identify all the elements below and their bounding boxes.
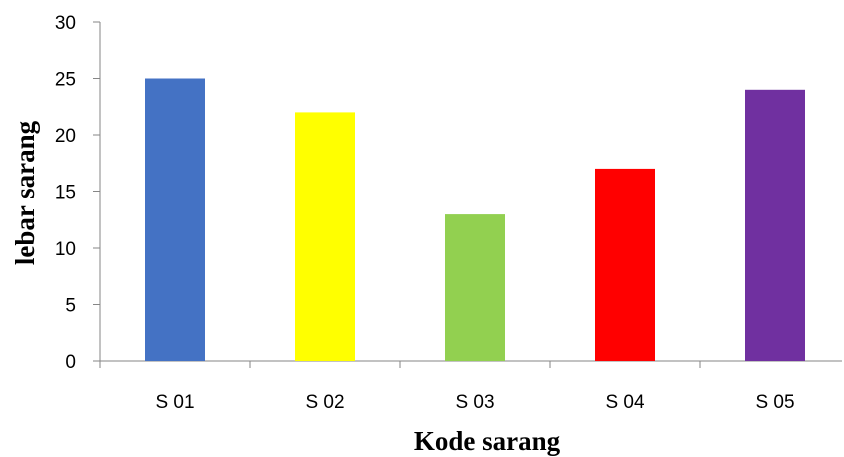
y-tick-label: 10 xyxy=(55,239,76,260)
y-tick-label: 25 xyxy=(55,70,76,91)
bar-s-05 xyxy=(745,89,805,362)
x-tick-label: S 05 xyxy=(755,392,794,413)
y-axis: 0 5 10 15 20 25 30 xyxy=(55,13,101,373)
x-tick-label: S 03 xyxy=(455,392,494,413)
y-tick-label: 30 xyxy=(55,13,76,34)
bar-s-03 xyxy=(445,214,505,361)
x-axis-title: Kode sarang xyxy=(414,426,561,456)
y-tick-label: 15 xyxy=(55,183,76,204)
y-tick-label: 5 xyxy=(65,296,76,317)
x-axis: S 01 S 02 S 03 S 04 S 05 xyxy=(99,360,842,413)
x-tick-label: S 04 xyxy=(605,392,645,413)
bars xyxy=(145,78,805,362)
bar-s-01 xyxy=(145,78,205,361)
x-tick-label: S 02 xyxy=(305,392,344,413)
bar-s-04 xyxy=(595,168,655,361)
x-tick-label: S 01 xyxy=(155,392,194,413)
bar-s-02 xyxy=(295,112,355,362)
y-tick-label: 20 xyxy=(55,126,76,147)
y-axis-title: lebar sarang xyxy=(10,120,40,265)
y-tick-label: 0 xyxy=(65,352,76,373)
